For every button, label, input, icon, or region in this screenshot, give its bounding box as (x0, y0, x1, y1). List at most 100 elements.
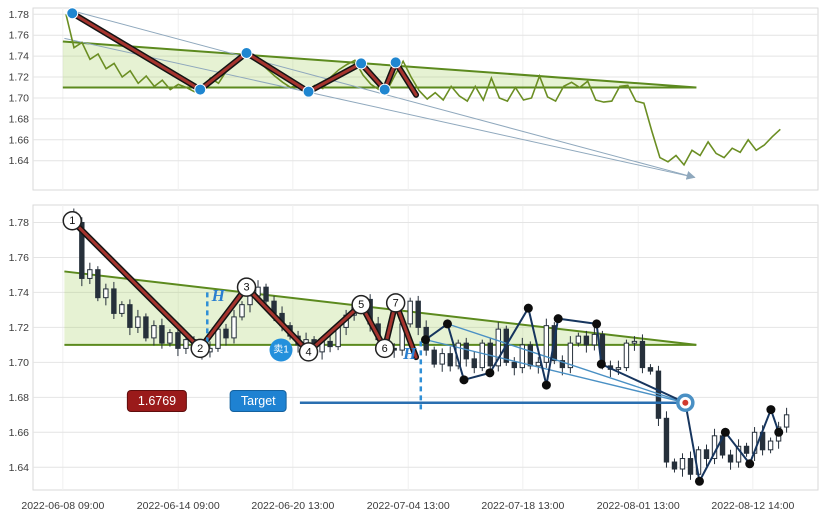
x-axis: 2022-06-08 09:00 2022-06-14 09:00 2022-06-… (21, 500, 794, 512)
triangle-upper-line (64, 270, 697, 346)
swing-dot (523, 303, 533, 313)
candle-body (183, 339, 189, 349)
candle-body (471, 358, 477, 369)
y-axis-tick-label: 1.74 (9, 51, 30, 63)
candle-body (103, 288, 109, 299)
sell-signal-badge[interactable]: 卖1 (269, 338, 293, 362)
y-axis-tick-label: 1.72 (9, 322, 30, 334)
pivot-number-circle (298, 342, 319, 362)
candle-body (447, 353, 453, 367)
y-axis-tick-label: 1.78 (9, 217, 30, 229)
y-axis-tick-label: 1.64 (9, 462, 30, 474)
swing-dot (421, 335, 430, 345)
pivot-number-circle (62, 210, 82, 231)
pivot-number: 4 (305, 346, 311, 358)
candle-body (679, 458, 686, 470)
y-axis-tick-label: 1.76 (9, 30, 30, 42)
candle-body (95, 269, 101, 299)
candle-body (743, 445, 750, 454)
candle-body (519, 344, 526, 369)
plot-border (32, 7, 819, 191)
candle-body (223, 328, 229, 339)
candle-body (663, 417, 670, 463)
pivot-dot (355, 57, 368, 70)
y-axis-tick-label: 1.74 (9, 287, 30, 299)
y-axis-tick-label: 1.76 (9, 252, 30, 264)
candle-body (559, 360, 566, 369)
candle-body (119, 304, 125, 314)
price-line (65, 14, 781, 167)
pivot-number: 6 (382, 343, 388, 355)
pivot-dot (389, 56, 402, 69)
triangle-upper-line (62, 40, 697, 89)
candle-body (567, 342, 574, 369)
target-badge[interactable]: Target (229, 389, 287, 412)
pivot-dot (194, 83, 207, 96)
swing-dot (442, 319, 452, 329)
pivot-number-circle (236, 277, 257, 297)
candle-body (463, 342, 469, 360)
candle-body (167, 332, 173, 344)
candle-body (439, 353, 445, 365)
pivot-number: 1 (69, 215, 75, 227)
y-axis-tick-label: 1.70 (9, 92, 30, 104)
pivot-dot (378, 83, 391, 96)
candle-body (231, 316, 237, 339)
target-point-center (682, 399, 689, 406)
pivot-number-circle (351, 294, 371, 315)
candle-body (527, 344, 534, 367)
candle-body (535, 361, 542, 367)
y-axis-tick-label: 1.78 (9, 9, 30, 21)
x-axis-tick-label: 2022-07-18 13:00 (481, 500, 564, 512)
candle-body (479, 342, 485, 369)
candle-body (327, 340, 333, 348)
pivot-dot (302, 85, 315, 98)
y-axis-tick-label: 1.72 (9, 72, 30, 84)
pivot-dot (240, 46, 253, 59)
candle-body (247, 295, 253, 306)
candle-body (127, 304, 133, 328)
candle-body (543, 325, 550, 363)
x-axis-tick-label: 2022-06-08 09:00 (21, 500, 104, 512)
pivot-number: 7 (393, 297, 399, 309)
trend-line (447, 323, 686, 404)
price-badge: 1.6769 (126, 389, 188, 412)
swing-dot (553, 314, 563, 324)
swing-dot (541, 380, 551, 390)
candle-body (671, 461, 678, 470)
plot-border (32, 204, 819, 491)
candle-body (135, 316, 141, 328)
height-label-1: H (211, 285, 225, 305)
candle-body (239, 304, 245, 318)
candle-body (623, 342, 630, 369)
candlestick-chart: 1.78 1.76 1.74 1.72 1.70 1.68 1.66 1.64 1 2 3 4 5 6 7 (9, 204, 819, 491)
trend-line (425, 338, 686, 404)
candle-body (495, 328, 501, 367)
swing-dot (774, 427, 784, 437)
pivot-number-circle (190, 338, 210, 359)
swing-dot (592, 319, 602, 329)
candle-body (583, 335, 590, 346)
candle-body (735, 445, 742, 463)
x-axis-tick-label: 2022-08-01 13:00 (597, 500, 680, 512)
candle-body (591, 333, 598, 346)
candle-body (727, 454, 734, 463)
y-axis-tick-label: 1.68 (9, 392, 30, 404)
swing-dot (694, 476, 704, 486)
swing-dot (766, 405, 776, 415)
candle-body (631, 340, 638, 344)
x-axis-tick-label: 2022-07-04 13:00 (367, 500, 450, 512)
x-axis-tick-label: 2022-08-12 14:00 (711, 500, 794, 512)
pivot-number-circle (374, 338, 395, 359)
candle-body (151, 325, 157, 339)
candle-body (175, 332, 181, 349)
swing-dot (485, 368, 495, 378)
candle-body (647, 367, 654, 372)
pivot-number: 2 (197, 343, 203, 355)
pivot-number-circle (385, 293, 406, 313)
y-axis-tick-label: 1.66 (9, 134, 30, 146)
y-axis-tick-label: 1.64 (9, 155, 30, 167)
candle-body (575, 335, 582, 344)
